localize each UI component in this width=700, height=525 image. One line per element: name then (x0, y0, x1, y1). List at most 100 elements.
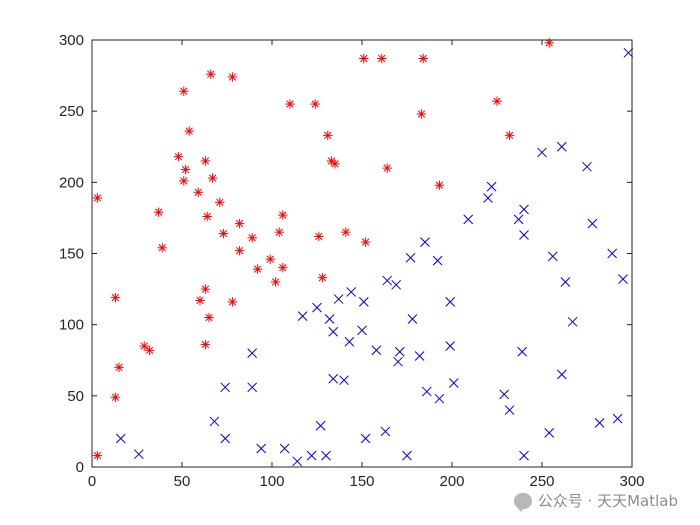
x-marker-point (519, 230, 529, 240)
x-marker-point (519, 450, 529, 461)
x-marker-point (402, 450, 412, 461)
asterisk-marker-point (92, 450, 103, 461)
x-marker-point (391, 279, 402, 290)
x-marker-point (346, 287, 357, 297)
x-marker-point (371, 345, 382, 356)
x-tick-label: 200 (439, 473, 464, 490)
y-tick-label: 50 (67, 388, 84, 405)
x-marker-point (544, 427, 555, 438)
asterisk-marker-point (144, 345, 155, 356)
asterisk-marker-point (382, 163, 392, 173)
asterisk-marker-point (227, 297, 238, 307)
x-tick-label: 0 (88, 473, 96, 490)
asterisk-marker-point (153, 207, 164, 217)
asterisk-marker-point (215, 197, 225, 207)
x-marker-point (560, 277, 571, 287)
asterisk-marker-point (92, 193, 103, 203)
x-marker-point (448, 378, 459, 388)
x-marker-point (306, 450, 317, 461)
x-marker-point (547, 251, 558, 262)
x-marker-point (315, 420, 326, 431)
asterisk-marker-point (207, 173, 218, 183)
asterisk-marker-point (341, 227, 351, 237)
x-marker-point (567, 316, 578, 327)
x-marker-point (483, 193, 493, 203)
x-tick-label: 50 (174, 473, 191, 490)
asterisk-marker-point (247, 233, 257, 243)
x-marker-point (382, 275, 393, 286)
asterisk-marker-point (274, 227, 284, 237)
wechat-icon (513, 492, 532, 512)
asterisk-marker-point (323, 130, 333, 141)
x-marker-point (414, 351, 425, 361)
x-marker-point (321, 450, 331, 461)
x-marker-point (504, 405, 515, 415)
x-marker-point (537, 147, 547, 158)
asterisk-marker-point (202, 211, 212, 222)
x-marker-point (393, 356, 403, 367)
asterisk-marker-point (360, 237, 371, 247)
x-marker-point (405, 252, 416, 263)
asterisk-marker-point (195, 295, 205, 306)
asterisk-marker-point (504, 130, 515, 141)
asterisk-marker-point (270, 277, 281, 287)
x-marker-point (499, 389, 510, 400)
asterisk-marker-point (227, 72, 238, 82)
y-tick-label: 100 (59, 317, 84, 334)
x-marker-point (463, 214, 474, 225)
asterisk-marker-point (330, 159, 340, 169)
x-marker-point (434, 393, 445, 404)
asterisk-marker-point (234, 218, 245, 229)
x-marker-point (297, 311, 308, 321)
x-marker-point (209, 416, 220, 427)
x-marker-point (618, 274, 628, 284)
asterisk-marker-point (265, 254, 275, 264)
asterisk-marker-point (193, 187, 203, 198)
asterisk-marker-point (234, 245, 245, 256)
y-tick-label: 250 (59, 103, 84, 120)
asterisk-marker-point (416, 109, 427, 119)
x-marker-point (247, 382, 258, 393)
axes-frame (91, 39, 633, 468)
asterisk-marker-point (179, 86, 189, 96)
x-marker-point (486, 181, 497, 192)
y-tick-label: 200 (59, 174, 84, 191)
asterisk-marker-point (110, 392, 121, 402)
x-marker-point (519, 204, 529, 215)
x-marker-point (421, 386, 432, 397)
asterisk-marker-point (317, 272, 328, 283)
asterisk-marker-point (359, 53, 369, 64)
asterisk-marker-point (200, 156, 211, 166)
asterisk-marker-point (310, 99, 320, 109)
asterisk-marker-point (377, 53, 387, 64)
x-marker-point (394, 346, 405, 357)
asterisk-marker-point (206, 69, 216, 79)
x-marker-point (133, 449, 144, 460)
x-marker-point (292, 456, 303, 467)
y-tick-label: 0 (76, 459, 84, 476)
x-marker-point (594, 418, 605, 428)
asterisk-marker-point (114, 362, 124, 373)
watermark-text: 公众号 · 天天Matlab (537, 492, 678, 510)
axis-ticks: 0 50 100 150 200 250 300 0 50 100 150 200 250 300 (59, 32, 645, 490)
asterisk-marker-point (278, 210, 288, 220)
asterisk-marker-point (110, 292, 121, 303)
asterisk-marker-point (418, 53, 428, 64)
x-marker-point (247, 348, 258, 358)
asterisk-marker-point (285, 99, 295, 109)
x-marker-point (445, 297, 456, 307)
x-tick-label: 100 (259, 473, 284, 490)
x-marker-point (339, 375, 349, 386)
x-marker-point (360, 433, 371, 444)
x-marker-point (380, 426, 391, 437)
x-marker-point (358, 297, 369, 307)
x-marker-point (513, 214, 524, 225)
x-marker-point (587, 218, 598, 229)
asterisk-marker-point (204, 312, 214, 323)
x-marker-point (312, 302, 322, 313)
x-marker-point (407, 314, 418, 324)
asterisk-marker-point (278, 263, 288, 273)
asterisk-marker-point (180, 164, 191, 175)
x-marker-point (344, 336, 355, 347)
watermark: 公众号 · 天天Matlab (513, 490, 678, 512)
